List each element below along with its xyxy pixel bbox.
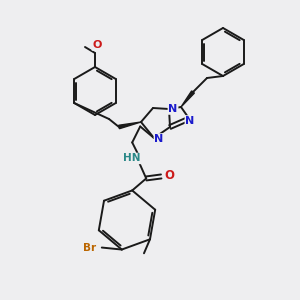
Text: N: N [185, 116, 195, 126]
Polygon shape [118, 122, 141, 129]
Text: O: O [92, 40, 102, 50]
Polygon shape [181, 91, 194, 107]
Text: HN: HN [124, 154, 141, 164]
Text: O: O [164, 169, 174, 182]
Text: N: N [168, 104, 178, 114]
Text: N: N [154, 134, 164, 144]
Text: Br: Br [83, 242, 96, 253]
